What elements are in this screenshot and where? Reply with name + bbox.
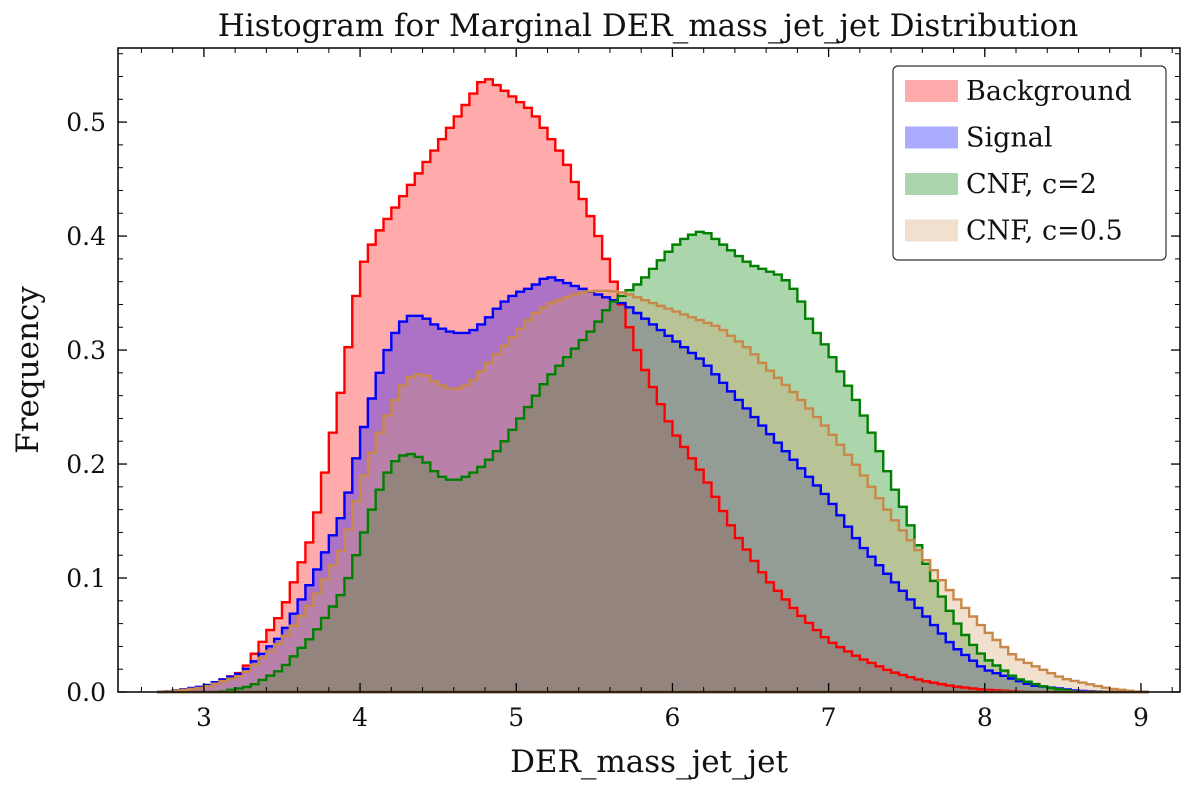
legend-label-cnf-c-0-5: CNF, c=0.5 <box>966 216 1123 247</box>
series-fill-background <box>157 79 1149 693</box>
x-tick-label: 9 <box>1133 703 1149 732</box>
x-tick-label: 7 <box>821 703 837 732</box>
y-axis-label: Frequency <box>10 286 46 454</box>
y-tick-label: 0.1 <box>66 564 106 593</box>
axes-layer <box>117 47 1181 693</box>
series-layer <box>157 78 1149 694</box>
legend-swatch-cnf-c-2 <box>905 173 958 195</box>
y-tick-label: 0.2 <box>66 450 106 479</box>
series-line-cnf-c-2 <box>157 230 1149 694</box>
series-fill-cnf-c-0-5 <box>157 290 1149 692</box>
legend-swatch-background <box>905 80 958 102</box>
series-fill-signal <box>157 277 1149 692</box>
legend-label-background: Background <box>966 76 1132 107</box>
plot-frame <box>117 47 1181 693</box>
series-line-cnf-c-0-5 <box>157 289 1149 694</box>
x-tick-label: 3 <box>196 703 212 732</box>
y-tick-label: 0.5 <box>66 108 106 137</box>
y-tick-label: 0.0 <box>66 678 106 707</box>
y-tick-label: 0.3 <box>66 336 106 365</box>
legend-swatch-signal <box>905 126 958 149</box>
legend-box <box>892 65 1167 261</box>
legend-label-signal: Signal <box>966 123 1053 154</box>
legend: Background Signal CNF, c=2 CNF, c=0.5 <box>892 65 1167 261</box>
x-tick-label: 4 <box>352 703 368 732</box>
series-line-signal <box>157 276 1149 694</box>
x-tick-label: 8 <box>977 703 993 732</box>
series-line-background <box>157 78 1149 694</box>
ticks-layer: 3 4 5 6 7 8 9 0.0 0.1 0.2 0.3 0.4 0.5 <box>66 48 1180 732</box>
x-tick-label: 6 <box>664 703 680 732</box>
x-tick-label: 5 <box>508 703 524 732</box>
x-axis-label: DER_mass_jet_jet <box>510 744 788 780</box>
legend-label-cnf-c-2: CNF, c=2 <box>966 169 1097 200</box>
chart-title: Histogram for Marginal DER_mass_jet_jet … <box>218 8 1079 44</box>
legend-swatch-cnf-c-0-5 <box>905 219 958 242</box>
series-fill-cnf-c-2 <box>157 231 1149 693</box>
y-tick-label: 0.4 <box>66 222 106 251</box>
